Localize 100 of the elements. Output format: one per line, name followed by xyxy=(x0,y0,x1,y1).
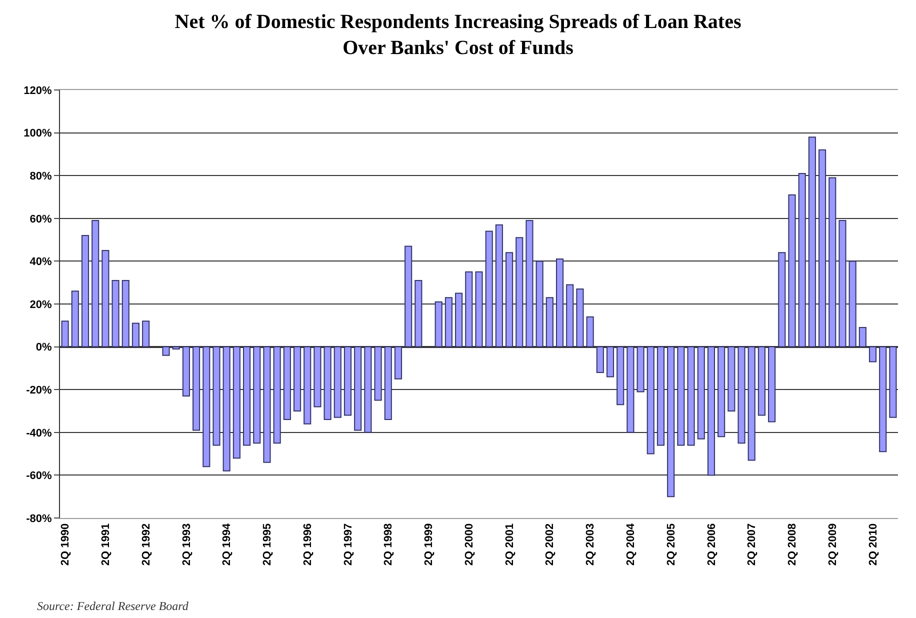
bar xyxy=(102,250,110,348)
x-tick-label: 2Q 1993 xyxy=(180,523,193,566)
chart-title: Net % of Domestic Respondents Increasing Spreads of Loan Rates Over Banks' Cost of Funds xyxy=(174,10,742,59)
y-tick-label: -80% xyxy=(26,512,52,525)
bar xyxy=(122,280,130,348)
bar xyxy=(738,346,746,444)
bar xyxy=(455,292,463,348)
bar xyxy=(808,136,816,348)
bar xyxy=(728,346,736,412)
bar xyxy=(182,346,190,397)
bar xyxy=(687,346,695,446)
bar xyxy=(677,346,685,446)
bar xyxy=(374,346,382,401)
y-tick-label: -20% xyxy=(26,384,52,396)
y-tick-label: 100% xyxy=(24,128,52,140)
bar xyxy=(566,284,574,348)
bar xyxy=(304,346,312,424)
x-tick-label: 2Q 1994 xyxy=(221,522,234,566)
bar xyxy=(92,220,100,348)
bar xyxy=(778,252,786,348)
bar xyxy=(848,260,856,348)
x-tick-label: 2Q 1991 xyxy=(100,523,112,566)
y-tick-label: 0% xyxy=(36,342,52,354)
bar xyxy=(536,260,544,348)
bar xyxy=(707,346,715,476)
bar xyxy=(606,346,614,378)
bar xyxy=(212,346,220,446)
bar xyxy=(636,346,644,392)
bar xyxy=(324,346,332,420)
bar xyxy=(495,224,503,348)
x-tick-label: 2Q 1999 xyxy=(423,523,436,566)
bar xyxy=(788,194,796,348)
bar xyxy=(768,346,776,422)
bar xyxy=(192,346,200,431)
bar xyxy=(697,346,705,440)
bar xyxy=(384,346,392,420)
bar xyxy=(465,271,473,348)
bar xyxy=(868,346,877,362)
bar xyxy=(556,258,564,348)
bar xyxy=(112,280,120,348)
y-tick-label: -60% xyxy=(26,470,52,482)
x-tick-label: 2Q 2000 xyxy=(463,523,476,566)
bar xyxy=(667,346,675,498)
bar xyxy=(858,327,866,348)
x-tick-label: 2Q 2001 xyxy=(504,523,516,566)
bar xyxy=(283,346,291,420)
bar xyxy=(263,346,271,463)
bar xyxy=(546,297,554,348)
bar xyxy=(222,346,230,472)
bar xyxy=(434,301,442,348)
y-tick-label: 80% xyxy=(30,170,52,182)
bar xyxy=(444,297,452,348)
bar xyxy=(526,220,534,348)
y-tick-label: 120% xyxy=(24,84,52,97)
bar xyxy=(758,346,766,416)
bar xyxy=(626,346,634,433)
bar xyxy=(818,149,826,348)
x-tick-label: 2Q 1995 xyxy=(262,523,274,566)
bar xyxy=(586,316,594,348)
bar xyxy=(132,322,140,348)
bar xyxy=(354,346,362,431)
y-tick-label: -40% xyxy=(26,427,52,440)
x-tick-label: 2Q 2006 xyxy=(706,523,718,566)
bar xyxy=(485,230,493,348)
bar xyxy=(81,235,90,348)
x-tick-label: 2Q 2007 xyxy=(746,523,758,566)
x-tick-label: 2Q 2009 xyxy=(826,523,839,566)
bar xyxy=(364,346,372,433)
bar xyxy=(293,346,302,412)
x-tick-label: 2Q 1992 xyxy=(140,523,152,566)
bar xyxy=(243,346,251,446)
bar xyxy=(253,346,261,444)
bar xyxy=(879,346,887,452)
bar xyxy=(656,346,665,446)
x-tick-label: 2Q 1998 xyxy=(382,523,395,566)
x-tick-label: 2Q 2003 xyxy=(584,523,597,566)
bar xyxy=(172,346,180,350)
x-tick-label: 2Q 2008 xyxy=(786,523,799,566)
bar xyxy=(798,172,806,348)
bar xyxy=(718,346,726,438)
x-tick-label: 2Q 2010 xyxy=(867,523,880,566)
bar xyxy=(828,177,836,348)
y-tick-label: 20% xyxy=(30,298,52,311)
bar xyxy=(273,346,281,444)
bar xyxy=(344,346,352,416)
bar xyxy=(506,252,514,348)
y-tick-label: 40% xyxy=(30,256,52,268)
bar xyxy=(596,346,604,373)
bar xyxy=(61,320,69,348)
x-tick-label: 2Q 1997 xyxy=(342,523,354,566)
source-note: Source: Federal Reserve Board xyxy=(37,599,190,613)
x-tick-label: 2Q 2004 xyxy=(625,522,638,566)
y-tick-label: 60% xyxy=(30,213,52,226)
bar xyxy=(576,288,584,348)
x-tick-label: 2Q 2005 xyxy=(665,523,678,566)
bar xyxy=(748,346,756,461)
bar xyxy=(646,346,654,454)
bar xyxy=(202,346,210,468)
bar xyxy=(334,346,342,418)
bar xyxy=(414,280,422,348)
